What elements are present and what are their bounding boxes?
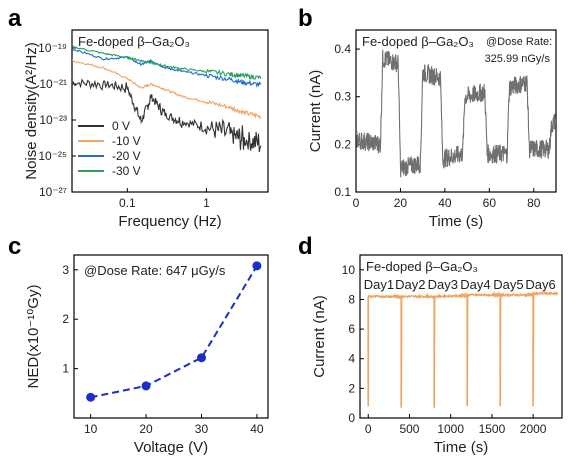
y-tick-label: 10⁻¹⁹ (38, 41, 67, 55)
x-tick-label: 20 (139, 422, 153, 436)
panel-d: d 0 500 1000 1500 2000 0 2 4 6 8 10 Time (s) Current … (298, 233, 563, 456)
x-tick-label: 1000 (437, 422, 464, 436)
x-tick-label: 1500 (479, 422, 506, 436)
x-axis-label: Frequency (Hz) (118, 213, 221, 230)
panel-letter: c (8, 233, 21, 260)
y-axis-label: NED(x10⁻¹⁰Gy) (25, 285, 42, 389)
y-tick-label: 6 (348, 322, 355, 336)
legend-label: -30 V (112, 164, 141, 178)
x-tick-label: 1 (203, 196, 210, 210)
x-tick-label: 60 (483, 196, 497, 210)
x-tick-label: 20 (394, 196, 408, 210)
y-tick-label: 1 (62, 362, 69, 376)
series-line (367, 291, 559, 408)
series-line (72, 48, 262, 88)
y-axis-label: Current (nA) (311, 295, 328, 378)
panel-title: Fe-doped β–Ga₂O₃ (366, 259, 478, 274)
day-label: Day3 (428, 277, 458, 292)
y-tick-label: 2 (348, 381, 355, 395)
day-label: Day5 (493, 277, 523, 292)
panel-a: a 0.1 1 10⁻¹⁹ 10⁻²¹ 10⁻²³ 10⁻²⁵ 10⁻²⁷ Frequency … (8, 5, 269, 230)
x-tick-label: 10 (84, 422, 98, 436)
plot-frame (71, 29, 269, 193)
x-axis-label: Voltage (V) (134, 439, 208, 456)
x-tick-label: 2000 (520, 422, 547, 436)
y-tick-label: 0.3 (334, 90, 351, 104)
y-tick-label: 10⁻²⁵ (38, 149, 67, 163)
x-tick-label: 500 (399, 422, 419, 436)
y-tick-label: 10⁻²¹ (39, 77, 67, 91)
trend-line (90, 265, 258, 399)
plot-area (72, 45, 262, 153)
y-tick-label: 0 (348, 411, 355, 425)
y-tick-label: 10⁻²⁷ (39, 185, 67, 199)
legend-label: -10 V (112, 134, 141, 148)
x-tick-label: 30 (195, 422, 209, 436)
y-tick-label: 0.2 (334, 137, 351, 151)
data-point (196, 353, 206, 363)
x-tick-label: 40 (250, 422, 264, 436)
y-tick-label: 3 (62, 263, 69, 277)
x-axis-label: Time (s) (434, 439, 488, 456)
plot-area (356, 49, 556, 178)
y-tick-label: 4 (348, 352, 355, 366)
panel-letter: d (298, 233, 313, 260)
y-tick-label: 0.1 (334, 185, 351, 199)
data-point (252, 261, 262, 271)
plot-area (367, 291, 559, 408)
day-label: Day6 (525, 277, 555, 292)
y-axis-label: Current (nA) (307, 70, 324, 153)
y-tick-label: 8 (348, 292, 355, 306)
panel-title: Fe-doped β–Ga₂O₃ (362, 34, 474, 49)
plot-frame (359, 254, 563, 419)
panel-letter: b (298, 5, 313, 32)
dose-rate-value: 325.99 nGy/s (485, 53, 551, 65)
y-tick-label: 2 (62, 312, 69, 326)
x-tick-label: 0 (353, 196, 360, 210)
series-line (72, 78, 262, 153)
y-tick-label: 10 (342, 263, 356, 277)
legend-label: -20 V (112, 149, 141, 163)
panel-letter: a (8, 5, 22, 32)
plot-frame (355, 29, 557, 193)
y-axis-label: Noise density(A²/Hz) (23, 42, 40, 180)
x-tick-label: 80 (527, 196, 541, 210)
panel-c: c 10 20 30 40 1 2 3 Voltage (V) NED(x10⁻¹⁰Gy) @Dos… (8, 233, 269, 456)
day-label: Day1 (364, 277, 394, 292)
dose-rate-label: @Dose Rate: (486, 36, 552, 48)
panel-title: Fe-doped β–Ga₂O₃ (78, 34, 190, 49)
x-tick-label: 0 (365, 422, 372, 436)
day-label: Day2 (395, 277, 425, 292)
legend-label: 0 V (112, 119, 130, 133)
data-point (141, 381, 151, 391)
series-line (72, 45, 262, 80)
x-axis-label: Time (s) (429, 213, 483, 230)
series-line (72, 59, 262, 120)
x-tick-label: 40 (438, 196, 452, 210)
series-line (356, 49, 556, 178)
dose-rate-label: @Dose Rate: 647 μGy/s (84, 263, 226, 278)
legend: 0 V-10 V-20 V-30 V (78, 119, 141, 178)
x-tick-label: 0.1 (119, 196, 136, 210)
panel-b: b 0 20 40 60 80 0.1 0.2 0.3 0.4 Time (s) Current (n… (298, 5, 557, 230)
y-tick-label: 10⁻²³ (39, 113, 67, 127)
plot-area (86, 261, 262, 402)
plot-frame (73, 254, 269, 419)
data-point (86, 392, 96, 402)
day-label: Day4 (460, 277, 490, 292)
y-tick-label: 0.4 (334, 42, 351, 56)
